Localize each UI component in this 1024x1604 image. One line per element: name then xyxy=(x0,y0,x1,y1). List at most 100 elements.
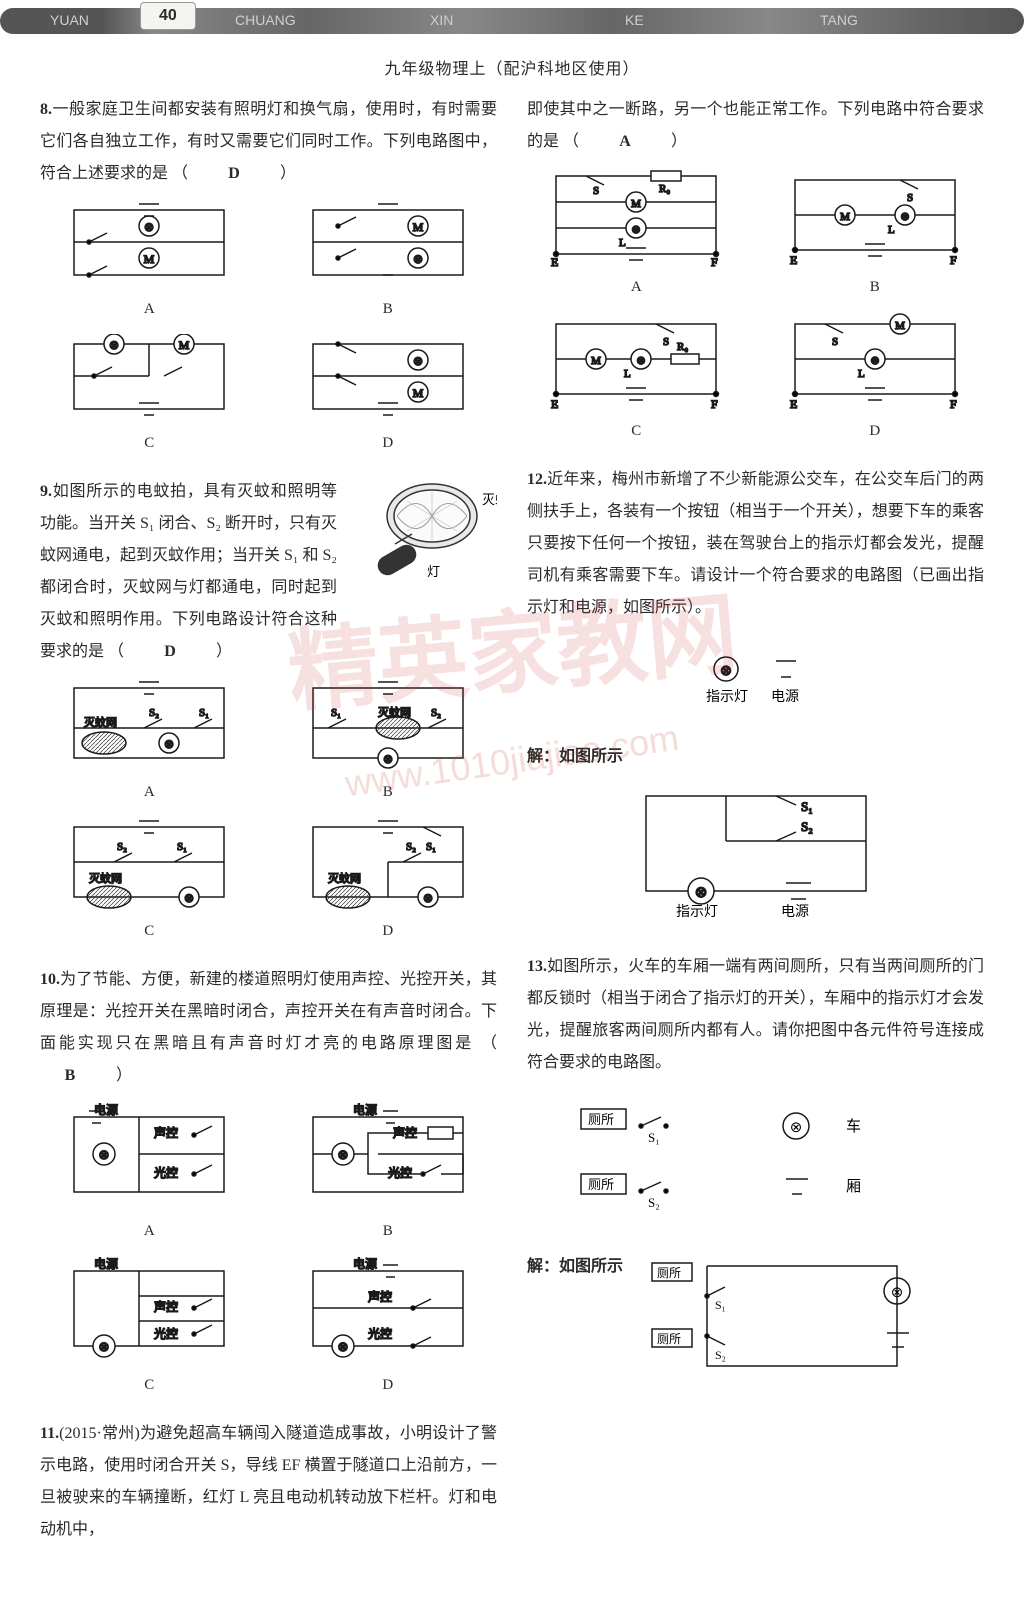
svg-text:S₁: S₁ xyxy=(648,1130,660,1145)
q10-label-b: B xyxy=(298,1216,478,1246)
svg-text:S₂: S₂ xyxy=(648,1195,660,1210)
q12-given-circuit: ⊗ 指示灯 电源 xyxy=(527,639,984,726)
q11-circuit-b: S M ⊗ L EF B xyxy=(780,168,970,302)
q10-label-d: D xyxy=(298,1370,478,1400)
circuit-svg: M ⊗ xyxy=(298,200,478,290)
svg-text:⊗: ⊗ xyxy=(383,752,393,766)
svg-text:L: L xyxy=(624,368,631,380)
q11-label-c: C xyxy=(541,416,731,446)
svg-text:E: E xyxy=(551,397,558,411)
svg-text:F: F xyxy=(950,397,957,411)
svg-text:⊗: ⊗ xyxy=(789,1120,802,1136)
q8-circuit-c: ⊗ M C xyxy=(59,334,239,458)
q13-solution-label: 解：如图所示 xyxy=(527,1258,623,1275)
q8-answer: D xyxy=(204,158,264,190)
svg-text:M: M xyxy=(840,211,850,223)
svg-text:电源: 电源 xyxy=(94,1103,118,1117)
q11-circuit-d: S M ⊗ L EF D xyxy=(780,312,970,446)
q9-circuits: 灭蚊网 ⊗ S₂ S₁ A S₁ 灭蚊网 S₂ ⊗ xyxy=(40,678,497,946)
right-column: 即使其中之一断路，另一个也能正常工作。下列电路中符合要求的是 （ A ） S R… xyxy=(527,94,984,1564)
svg-text:⊗: ⊗ xyxy=(632,224,641,236)
svg-text:⊗: ⊗ xyxy=(144,220,154,234)
q9-circuit-d: 灭蚊网 ⊗ S₂ S₁ D xyxy=(298,817,478,946)
svg-text:⊗: ⊗ xyxy=(900,211,909,223)
svg-text:E: E xyxy=(790,253,797,267)
q10-label-a: A xyxy=(59,1216,239,1246)
q11-circuits: S R₀ M ⊗ L EF A S M ⊗ xyxy=(527,168,984,446)
q9-circuit-b: S₁ 灭蚊网 S₂ ⊗ B xyxy=(298,678,478,807)
svg-text:电源: 电源 xyxy=(353,1257,377,1271)
svg-text:S₂: S₂ xyxy=(715,1348,726,1362)
q11-circuit-c: S M ⊗ L R₀ EF C xyxy=(541,312,731,446)
svg-text:厕所: 厕所 xyxy=(588,1177,614,1192)
question-11-p1: 11.(2015·常州)为避免超高车辆闯入隧道造成事故，小明设计了警示电路，使用… xyxy=(40,1418,497,1546)
svg-text:M: M xyxy=(895,320,905,332)
svg-text:光控: 光控 xyxy=(368,1327,392,1341)
q10-circuit-c: ⊗ 电源 声控 光控 C xyxy=(59,1256,239,1400)
svg-text:⊗: ⊗ xyxy=(423,891,433,905)
svg-text:光控: 光控 xyxy=(154,1166,178,1180)
swatter-net-label: 灭蚊网 xyxy=(482,492,497,507)
q8-circuits: ⊗ M A M ⊗ B xyxy=(40,200,497,458)
svg-text:电源: 电源 xyxy=(771,689,799,705)
svg-text:S₂: S₂ xyxy=(117,841,127,853)
circuit-svg: ⊗ M xyxy=(298,334,478,424)
svg-text:S₁: S₁ xyxy=(331,707,341,719)
svg-text:S: S xyxy=(663,336,669,348)
svg-text:E: E xyxy=(790,397,797,411)
question-10: 10.为了节能、方便，新建的楼道照明灯使用声控、光控开关，其原理是：光控开关在黑… xyxy=(40,964,497,1400)
q13-solution: 解：如图所示 厕所 S₁ 厕所 S₂ ⊗ xyxy=(527,1251,984,1393)
q8-label-c: C xyxy=(59,428,239,458)
q8-text: 一般家庭卫生间都安装有照明灯和换气扇，使用时，有时需要它们各自独立工作，有时又需… xyxy=(40,101,497,182)
q9-label-d: D xyxy=(298,916,478,946)
q10-circuit-d: ⊗ 电源 声控 光控 D xyxy=(298,1256,478,1400)
q10-circuit-b: ⊗ 电源 声控 光控 B xyxy=(298,1102,478,1246)
left-column: 8.一般家庭卫生间都安装有照明灯和换气扇，使用时，有时需要它们各自独立工作，有时… xyxy=(40,94,497,1564)
svg-text:灭蚊网: 灭蚊网 xyxy=(328,871,361,885)
q10-text: 为了节能、方便，新建的楼道照明灯使用声控、光控开关，其原理是：光控开关在黑暗时闭… xyxy=(40,971,497,1052)
header-tang: TANG xyxy=(820,12,858,28)
svg-text:⊗: ⊗ xyxy=(337,1147,348,1162)
svg-text:L: L xyxy=(858,368,865,380)
svg-text:光控: 光控 xyxy=(154,1327,178,1341)
q9-label-b: B xyxy=(298,777,478,807)
svg-text:S₂: S₂ xyxy=(149,707,159,719)
svg-text:灭蚊网: 灭蚊网 xyxy=(89,871,122,885)
q11-prefix: (2015·常州) xyxy=(59,1425,140,1442)
q13-num: 13. xyxy=(527,958,547,975)
q10-answer: B xyxy=(40,1060,100,1092)
svg-text:车: 车 xyxy=(846,1118,861,1135)
q10-label-c: C xyxy=(59,1370,239,1400)
svg-text:厕所: 厕所 xyxy=(657,1332,681,1346)
svg-text:厕所: 厕所 xyxy=(588,1112,614,1127)
svg-text:电源: 电源 xyxy=(781,904,809,920)
circuit-svg: ⊗ M xyxy=(59,334,239,424)
q8-label-a: A xyxy=(59,294,239,324)
svg-text:灭蚊网: 灭蚊网 xyxy=(84,715,117,729)
svg-text:光控: 光控 xyxy=(388,1166,412,1180)
q9-answer: D xyxy=(140,636,200,668)
svg-text:M: M xyxy=(631,198,641,210)
q11-label-d: D xyxy=(780,416,970,446)
svg-text:M: M xyxy=(144,252,155,266)
svg-text:S₁: S₁ xyxy=(177,841,187,853)
svg-text:M: M xyxy=(412,220,423,234)
q11-answer: A xyxy=(595,126,655,158)
q8-label-b: B xyxy=(298,294,478,324)
q9-circuit-c: 灭蚊网 ⊗ S₂ S₁ C xyxy=(59,817,239,946)
svg-text:⊗: ⊗ xyxy=(184,891,194,905)
svg-text:S₂: S₂ xyxy=(801,819,813,834)
svg-text:M: M xyxy=(412,386,423,400)
circuit-svg: ⊗ M xyxy=(59,200,239,290)
q11-circuit-a: S R₀ M ⊗ L EF A xyxy=(541,168,731,302)
header-bar: YUAN CHUANG XIN KE TANG 40 xyxy=(40,0,984,40)
page-number: 40 xyxy=(140,2,196,30)
svg-text:M: M xyxy=(591,355,601,367)
svg-text:S₁: S₁ xyxy=(199,707,209,719)
q9-label-c: C xyxy=(59,916,239,946)
svg-text:电源: 电源 xyxy=(353,1103,377,1117)
q13-text: 如图所示，火车的车厢一端有两间厕所，只有当两间厕所的门都反锁时（相当于闭合了指示… xyxy=(527,958,984,1071)
q8-num: 8. xyxy=(40,101,52,118)
q9-label-a: A xyxy=(59,777,239,807)
swatter-image: 灭蚊网 灯 xyxy=(347,476,497,608)
